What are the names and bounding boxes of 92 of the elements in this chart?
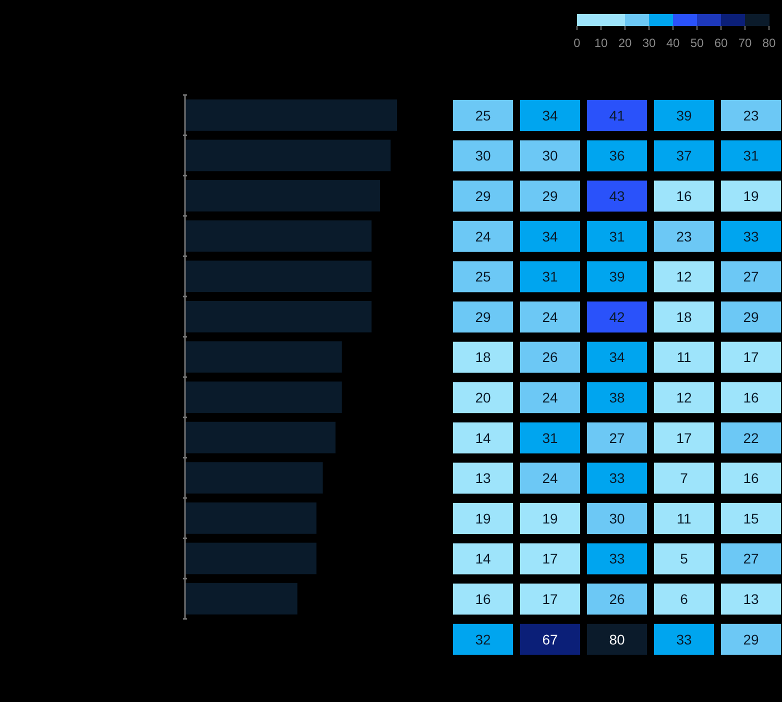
data-label: 37	[676, 148, 692, 164]
data-label: 25	[475, 107, 491, 124]
data-label: 33	[609, 470, 625, 486]
data-label: 31	[542, 430, 558, 446]
data-label: 80	[609, 631, 625, 648]
bar	[185, 260, 372, 292]
color-bar-label: 30	[642, 36, 656, 50]
data-label: 31	[609, 228, 625, 244]
data-label: 24	[542, 390, 558, 406]
data-label: 26	[542, 349, 558, 366]
data-label: 34	[542, 228, 558, 244]
bar	[185, 382, 342, 413]
data-label: 29	[475, 188, 491, 204]
bar	[185, 422, 336, 454]
data-label: 17	[542, 591, 558, 607]
bar	[185, 502, 316, 534]
data-label: 27	[609, 430, 625, 446]
data-label: 39	[676, 107, 692, 124]
color-bar-label: 50	[690, 36, 704, 50]
data-label: 16	[743, 470, 759, 486]
data-label: 32	[475, 631, 491, 648]
bar	[185, 140, 391, 172]
data-label: 31	[542, 268, 558, 285]
data-label: 7	[680, 470, 688, 486]
data-label: 15	[743, 510, 759, 526]
data-label: 17	[676, 430, 692, 446]
data-label: 30	[609, 510, 625, 526]
color-bar-label: 70	[738, 36, 752, 50]
data-label: 19	[542, 510, 558, 526]
data-label: 12	[676, 390, 692, 406]
data-label: 41	[609, 107, 625, 124]
data-label: 29	[542, 188, 558, 204]
color-bar-label: 20	[618, 36, 632, 50]
bar	[185, 180, 380, 212]
data-label: 36	[609, 148, 625, 164]
data-label: 38	[609, 390, 625, 406]
data-label: 23	[676, 228, 692, 244]
color-bar-label: 60	[714, 36, 728, 50]
data-label: 18	[676, 308, 692, 325]
data-label: 20	[475, 390, 491, 406]
data-label: 27	[743, 550, 759, 567]
bar	[185, 341, 342, 373]
data-label: 17	[542, 550, 558, 567]
data-label: 24	[542, 470, 558, 486]
color-bar-label: 40	[666, 36, 680, 50]
bar	[185, 300, 372, 332]
data-label: 33	[609, 550, 625, 567]
data-label: 14	[475, 550, 491, 567]
data-label: 30	[542, 148, 558, 164]
data-label: 13	[475, 470, 491, 486]
data-label: 29	[743, 631, 759, 648]
data-label: 23	[743, 107, 759, 124]
data-label: 11	[676, 349, 692, 366]
data-label: 24	[542, 308, 558, 325]
data-label: 5	[680, 550, 688, 567]
bar	[185, 583, 298, 614]
data-label: 13	[743, 591, 759, 607]
data-label: 12	[676, 268, 692, 285]
data-label: 6	[680, 591, 688, 607]
data-label: 67	[542, 631, 558, 648]
data-label: 11	[676, 510, 692, 526]
data-label: 24	[475, 228, 491, 244]
data-label: 14	[475, 430, 491, 446]
data-label: 18	[475, 349, 491, 366]
bar	[185, 462, 323, 494]
data-label: 34	[609, 349, 625, 366]
color-bar-label: 10	[594, 36, 608, 50]
data-label: 33	[743, 228, 759, 244]
data-label: 29	[743, 308, 759, 325]
data-label: 29	[475, 308, 491, 325]
data-label: 19	[743, 188, 759, 204]
data-label: 16	[475, 591, 491, 607]
data-label: 17	[743, 349, 759, 366]
color-bar-label: 0	[574, 36, 581, 50]
data-label: 26	[609, 591, 625, 607]
bar	[185, 99, 397, 131]
data-label: 39	[609, 268, 625, 285]
data-label: 27	[743, 268, 759, 285]
data-label: 33	[676, 631, 692, 648]
color-bar-label: 80	[762, 36, 776, 50]
data-label: 19	[475, 510, 491, 526]
data-label: 31	[743, 148, 759, 164]
data-label: 16	[676, 188, 692, 204]
data-label: 34	[542, 107, 558, 124]
data-label: 25	[475, 268, 491, 285]
data-label: 16	[743, 390, 759, 406]
data-label: 43	[609, 188, 625, 204]
data-label: 22	[743, 430, 759, 446]
bar	[185, 542, 316, 574]
bar	[185, 220, 372, 252]
data-label: 42	[609, 308, 625, 325]
data-label: 30	[475, 148, 491, 164]
